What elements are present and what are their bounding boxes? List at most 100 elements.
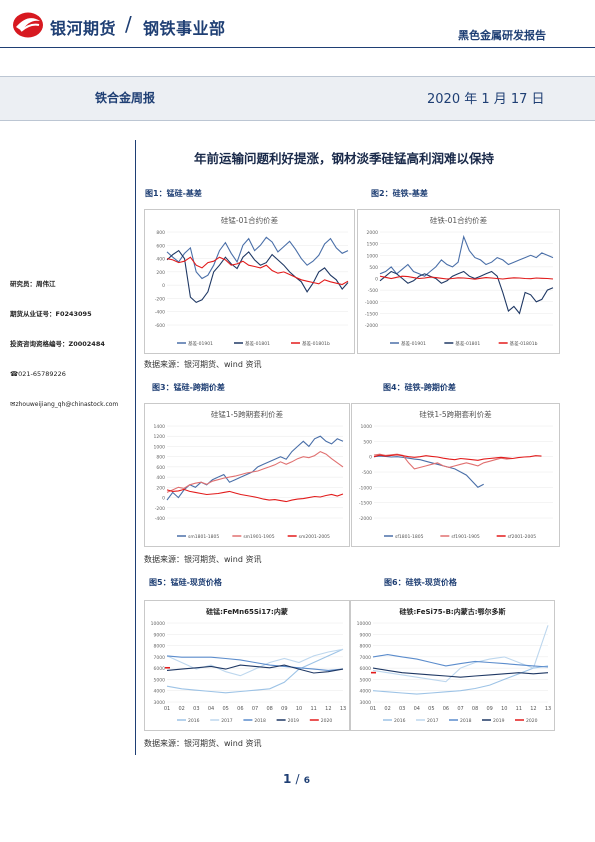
source-note-3: 数据来源：银河期货、wind 资讯 — [144, 739, 262, 748]
source-note-1: 数据来源：银河期货、wind 资讯 — [144, 360, 262, 369]
license-label: 期货从业证号： — [10, 310, 56, 318]
report-date: 2020 年 1 月 17 日 — [427, 92, 545, 107]
fig6-title: 图6：硅铁-现货价格 — [384, 578, 457, 587]
y-tick-label: -400 — [155, 516, 165, 522]
y-tick-label: 6000 — [360, 666, 372, 672]
y-tick-label: 5000 — [154, 677, 166, 683]
page-slash: / — [295, 772, 300, 786]
y-tick-label: -1000 — [359, 485, 372, 491]
legend-label: sf1901-1905 — [451, 534, 480, 540]
legend-label: 2016 — [394, 718, 406, 724]
email-address[interactable]: zhouweijiang_qh@chinastock.com — [15, 401, 119, 408]
x-tick-label: 07 — [457, 706, 463, 712]
y-tick-label: -200 — [155, 296, 165, 302]
y-tick-label: 800 — [156, 455, 165, 461]
title-band: 铁合金周报 2020 年 1 月 17 日 — [0, 76, 595, 121]
header-rule — [0, 47, 595, 48]
series-line — [166, 435, 344, 501]
chart-3: 硅锰1-5跨期套利价差 1400 1200 1000 800 600 400 200 0 -200… — [154, 409, 344, 540]
fig5-title: 图5：锰硅-现货价格 — [149, 578, 222, 587]
page-total: 6 — [303, 776, 311, 786]
x-tick-label: 08 — [266, 706, 272, 712]
x-tick-label: 03 — [399, 706, 405, 712]
consult-label: 投资咨询资格编号： — [10, 340, 69, 348]
x-tick-label: 01 — [164, 706, 170, 712]
department-name: 钢铁事业部 — [143, 19, 226, 38]
y-tick-label: 0 — [369, 455, 372, 461]
legend-label: 2020 — [321, 718, 333, 724]
legend-label: 2016 — [188, 718, 200, 724]
y-tick-label: 6000 — [154, 666, 166, 672]
y-tick-label: 400 — [156, 475, 165, 481]
series-line — [373, 455, 484, 488]
legend-label: 2019 — [288, 718, 300, 724]
y-tick-label: 0 — [162, 496, 165, 502]
chart-6: 硅铁:FeSi75-B:内蒙古:鄂尔多斯 10000 9000 8000 7000 600… — [357, 607, 552, 724]
x-tick-label: 13 — [340, 706, 346, 712]
series-line — [379, 275, 554, 280]
phone: ☎021-65789226 — [10, 361, 134, 380]
legend-label: 基差-01901 — [188, 340, 213, 347]
chart-title: 硅铁-01合约价差 — [430, 215, 488, 225]
x-tick-label: 04 — [208, 706, 214, 712]
legend-label: 2018 — [254, 718, 266, 724]
x-tick-label: 05 — [222, 706, 228, 712]
y-tick-label: 800 — [156, 230, 165, 236]
series-line — [166, 450, 344, 493]
legend-label: 2017 — [427, 718, 439, 724]
y-tick-label: 600 — [156, 243, 165, 249]
y-tick-label: 1400 — [154, 424, 166, 430]
legend-label: sm1901-1905 — [243, 534, 274, 540]
series-line — [373, 453, 513, 470]
legend-label: 基差-01801b — [302, 340, 330, 347]
y-tick-label: -200 — [155, 506, 165, 512]
y-tick-label: 200 — [156, 485, 165, 491]
y-tick-label: 7000 — [154, 655, 166, 661]
consult-number: Z0002484 — [68, 340, 105, 348]
y-tick-label: 2000 — [367, 230, 379, 236]
y-tick-label: -500 — [362, 470, 372, 476]
license-number: F0243095 — [55, 310, 92, 318]
y-tick-label: 3000 — [154, 700, 166, 706]
y-tick-label: 5000 — [360, 677, 372, 683]
source-note-2: 数据来源：银河期货、wind 资讯 — [144, 555, 262, 564]
legend-label: 基差-01801 — [455, 340, 480, 347]
y-tick-label: 0 — [375, 277, 378, 283]
series-line — [379, 234, 554, 277]
y-tick-label: -1500 — [359, 501, 372, 507]
y-tick-label: 1000 — [154, 444, 166, 450]
y-tick-label: 200 — [156, 270, 165, 276]
x-tick-label: 08 — [472, 706, 478, 712]
chart-title: 硅锰-01合约价差 — [221, 215, 279, 225]
fig1-title: 图1：锰硅-基差 — [145, 189, 202, 198]
chart-title: 硅锰1-5跨期套利价差 — [211, 409, 284, 419]
headline: 年前运输问题利好提涨，钢材淡季硅锰高利润难以保持 — [194, 151, 495, 166]
page-current: 1 — [283, 772, 292, 786]
license: 期货从业证号：F0243095 — [10, 301, 134, 320]
legend-label: sf2001-2005 — [508, 534, 537, 540]
phone-number: 021-65789226 — [18, 370, 66, 378]
fig3-title: 图3：锰硅-跨期价差 — [152, 383, 225, 392]
x-tick-label: 13 — [545, 706, 551, 712]
company-logo — [13, 12, 43, 38]
x-tick-label: 12 — [325, 706, 331, 712]
chart-title: 硅铁:FeSi75-B:内蒙古:鄂尔多斯 — [399, 607, 505, 616]
y-tick-label: 8000 — [360, 644, 372, 650]
fig2-title: 图2：硅铁-基差 — [371, 189, 428, 198]
x-tick-label: 05 — [428, 706, 434, 712]
x-tick-label: 10 — [296, 706, 302, 712]
y-tick-label: 500 — [363, 439, 372, 445]
chart-2: 硅铁-01合约价差 2000 1500 1000 500 0 -500 -1000 -1500 -… — [365, 215, 554, 347]
y-tick-label: 600 — [156, 465, 165, 471]
y-tick-label: 9000 — [154, 632, 166, 638]
chart-4: 硅铁1-5跨期套利价差 1000 500 0 -500 -1000 -1500 -2000 sf… — [359, 409, 553, 540]
email[interactable]: ✉zhouweijiang_qh@chinastock.com — [10, 391, 134, 410]
chart-title: 硅锰:FeMn65Si17:内蒙 — [206, 607, 288, 616]
x-tick-label: 02 — [384, 706, 390, 712]
series-line — [373, 454, 542, 461]
legend-label: 基差-01901 — [401, 340, 426, 347]
series-line — [372, 667, 549, 678]
series-line — [372, 625, 549, 683]
series-line — [166, 236, 349, 280]
x-tick-label: 02 — [178, 706, 184, 712]
